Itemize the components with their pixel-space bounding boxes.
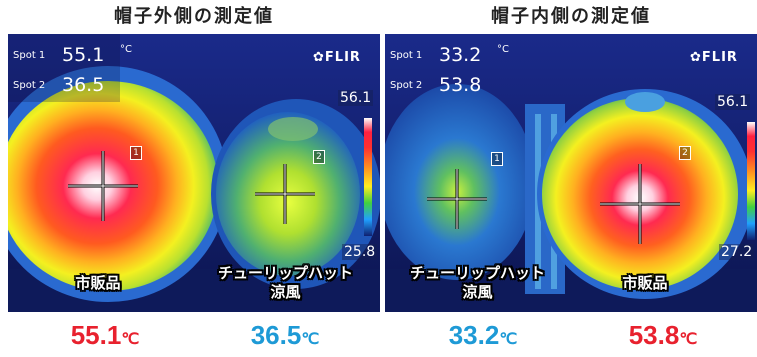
inside-thermal-image: Spot 1 33.2 °C Spot 2 53.8 ✿FLIR 56.1 27… bbox=[385, 34, 757, 312]
temperature-unit: °C bbox=[120, 44, 132, 55]
spot2-label: Spot 2 bbox=[390, 80, 423, 91]
spot2-marker: 2 bbox=[313, 150, 325, 164]
outside-panel-title: 帽子外側の測定値 bbox=[114, 6, 274, 27]
temperature-colorbar bbox=[364, 118, 372, 236]
spot2-value: 53.8 bbox=[439, 74, 482, 96]
result-outside-tulip-hat: 36.5℃ bbox=[250, 320, 320, 350]
commercial-product-caption: 市販品 bbox=[75, 274, 121, 292]
scale-min-label: 27.2 bbox=[719, 244, 755, 260]
tulip-hat-caption: チューリップハット 涼風 bbox=[390, 264, 565, 302]
tulip-hat-caption: チューリップハット 涼風 bbox=[198, 264, 373, 302]
tulip-hat-caption-line1: チューリップハット bbox=[217, 264, 353, 282]
outside-thermal-graphic bbox=[8, 34, 380, 312]
tulip-hat-caption-line2: 涼風 bbox=[270, 283, 301, 301]
temperature-unit: °C bbox=[497, 44, 509, 55]
inside-panel-title: 帽子内側の測定値 bbox=[491, 6, 651, 27]
flir-logo: ✿FLIR bbox=[313, 50, 361, 65]
spot2-value: 36.5 bbox=[62, 74, 105, 96]
spot2-marker: 2 bbox=[679, 146, 691, 160]
spot2-label: Spot 2 bbox=[13, 80, 46, 91]
scale-min-label: 25.8 bbox=[342, 244, 378, 260]
commercial-product-caption: 市販品 bbox=[622, 274, 668, 292]
tulip-hat-caption-line2: 涼風 bbox=[462, 283, 493, 301]
outside-thermal-image: Spot 1 55.1 °C Spot 2 36.5 ✿FLIR 56.1 25… bbox=[8, 34, 380, 312]
flir-logo: ✿FLIR bbox=[690, 50, 738, 65]
scale-max-label: 56.1 bbox=[715, 94, 751, 110]
result-inside-commercial: 53.8℃ bbox=[628, 320, 698, 350]
spot1-value: 55.1 bbox=[62, 44, 105, 66]
scale-max-label: 56.1 bbox=[338, 90, 374, 106]
spot1-marker: 1 bbox=[491, 152, 503, 166]
spot1-marker: 1 bbox=[130, 146, 142, 160]
tulip-hat-caption-line1: チューリップハット bbox=[409, 264, 545, 282]
spot1-label: Spot 1 bbox=[13, 50, 46, 61]
spot1-value: 33.2 bbox=[439, 44, 482, 66]
result-outside-commercial: 55.1℃ bbox=[70, 320, 140, 350]
result-inside-tulip-hat: 33.2℃ bbox=[448, 320, 518, 350]
spot1-label: Spot 1 bbox=[390, 50, 423, 61]
temperature-colorbar bbox=[747, 122, 755, 240]
